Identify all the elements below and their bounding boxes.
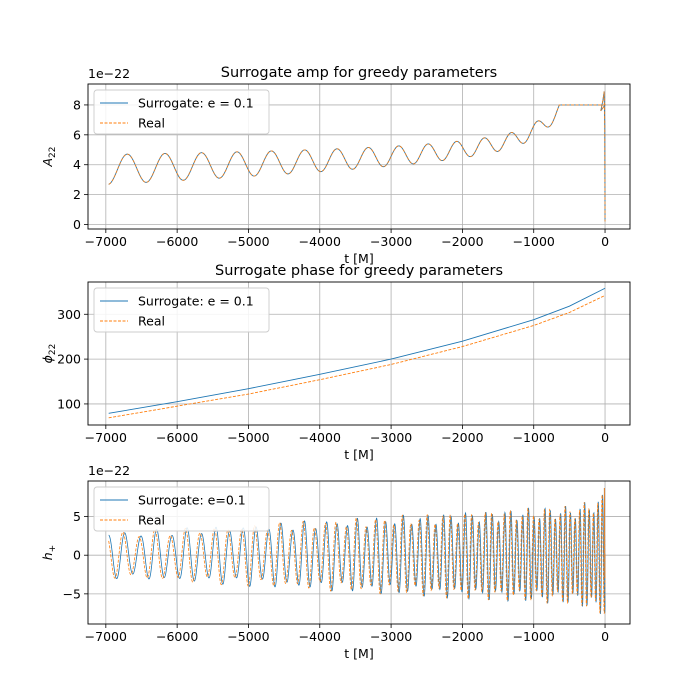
y-tick-label: 8 (73, 97, 81, 112)
y-tick-label: −5 (63, 586, 81, 601)
x-tick-label: −7000 (85, 430, 127, 445)
x-tick-label: −6000 (156, 629, 198, 644)
y-tick-label: 100 (57, 396, 81, 411)
y-axis-label: h+ (40, 545, 58, 560)
x-axis-label: t [M] (344, 251, 373, 266)
y-tick-label: 5 (73, 509, 81, 524)
y-tick-label: 6 (73, 127, 81, 142)
x-tick-label: 0 (601, 234, 609, 249)
legend-label: Real (138, 314, 165, 329)
subplot-3: −7000 −6000 −5000 −4000 −3000 −2000 −1000 0 −5 0 5… (40, 463, 631, 661)
legend-label: Surrogate: e = 0.1 (138, 294, 254, 309)
x-axis-label: t [M] (344, 646, 373, 661)
axes-frame (87, 281, 631, 426)
x-tick-label: −5000 (227, 234, 269, 249)
series-line-surrogate (108, 487, 606, 615)
x-tick-label: −4000 (299, 430, 341, 445)
x-tick-label: −3000 (370, 234, 412, 249)
y-offset-text: 1e−22 (88, 66, 130, 81)
x-tick-label: 0 (601, 430, 609, 445)
legend-label: Real (138, 513, 165, 528)
subplot-title: Surrogate amp for greedy parameters (221, 65, 497, 81)
x-tick-label: −5000 (227, 430, 269, 445)
axes-frame (87, 480, 631, 625)
x-tick-label: 0 (601, 629, 609, 644)
axes-frame (87, 83, 631, 230)
legend: Surrogate: e = 0.1 Real (93, 287, 270, 333)
x-tick-label: −6000 (156, 430, 198, 445)
legend-box (93, 287, 270, 333)
y-tick-label: 300 (57, 307, 81, 322)
y-tick-label: 2 (73, 187, 81, 202)
x-tick-label: −2000 (441, 430, 483, 445)
x-tick-label: −2000 (441, 629, 483, 644)
legend: Surrogate: e=0.1 Real (93, 486, 270, 532)
y-offset-text: 1e−22 (88, 463, 130, 478)
x-tick-label: −1000 (513, 430, 555, 445)
x-tick-label: −4000 (299, 234, 341, 249)
x-tick-label: −1000 (513, 629, 555, 644)
y-tick-label: 0 (73, 217, 81, 232)
x-tick-label: −7000 (85, 234, 127, 249)
x-axis-label: t [M] (344, 447, 373, 462)
series-line-real (108, 295, 606, 419)
legend-label: Surrogate: e=0.1 (138, 493, 246, 508)
x-tick-label: −4000 (299, 629, 341, 644)
y-axis-label: ϕ22 (40, 344, 58, 364)
series-line-surrogate (108, 287, 606, 414)
y-tick-label: 4 (73, 157, 81, 172)
x-tick-label: −3000 (370, 629, 412, 644)
subplot-1: −7000 −6000 −5000 −4000 −3000 −2000 −1000 0 0 2 4 6… (40, 65, 631, 266)
y-axis-label: A22 (40, 146, 58, 167)
x-tick-label: −1000 (513, 234, 555, 249)
series-line-real (108, 487, 606, 614)
y-tick-label: 0 (73, 548, 81, 563)
x-tick-label: −6000 (156, 234, 198, 249)
y-tick-label: 200 (57, 352, 81, 367)
x-tick-label: −5000 (227, 629, 269, 644)
legend-box (93, 89, 270, 135)
legend-label: Surrogate: e = 0.1 (138, 96, 254, 111)
series-line-real (108, 91, 606, 222)
x-tick-label: −7000 (85, 629, 127, 644)
legend-label: Real (138, 116, 165, 131)
subplot-2: −7000 −6000 −5000 −4000 −3000 −2000 −1000 0 100 2… (40, 263, 631, 462)
legend-box (93, 486, 270, 532)
x-tick-label: −2000 (441, 234, 483, 249)
subplot-title: Surrogate phase for greedy parameters (215, 263, 503, 279)
legend: Surrogate: e = 0.1 Real (93, 89, 270, 135)
x-tick-label: −3000 (370, 430, 412, 445)
